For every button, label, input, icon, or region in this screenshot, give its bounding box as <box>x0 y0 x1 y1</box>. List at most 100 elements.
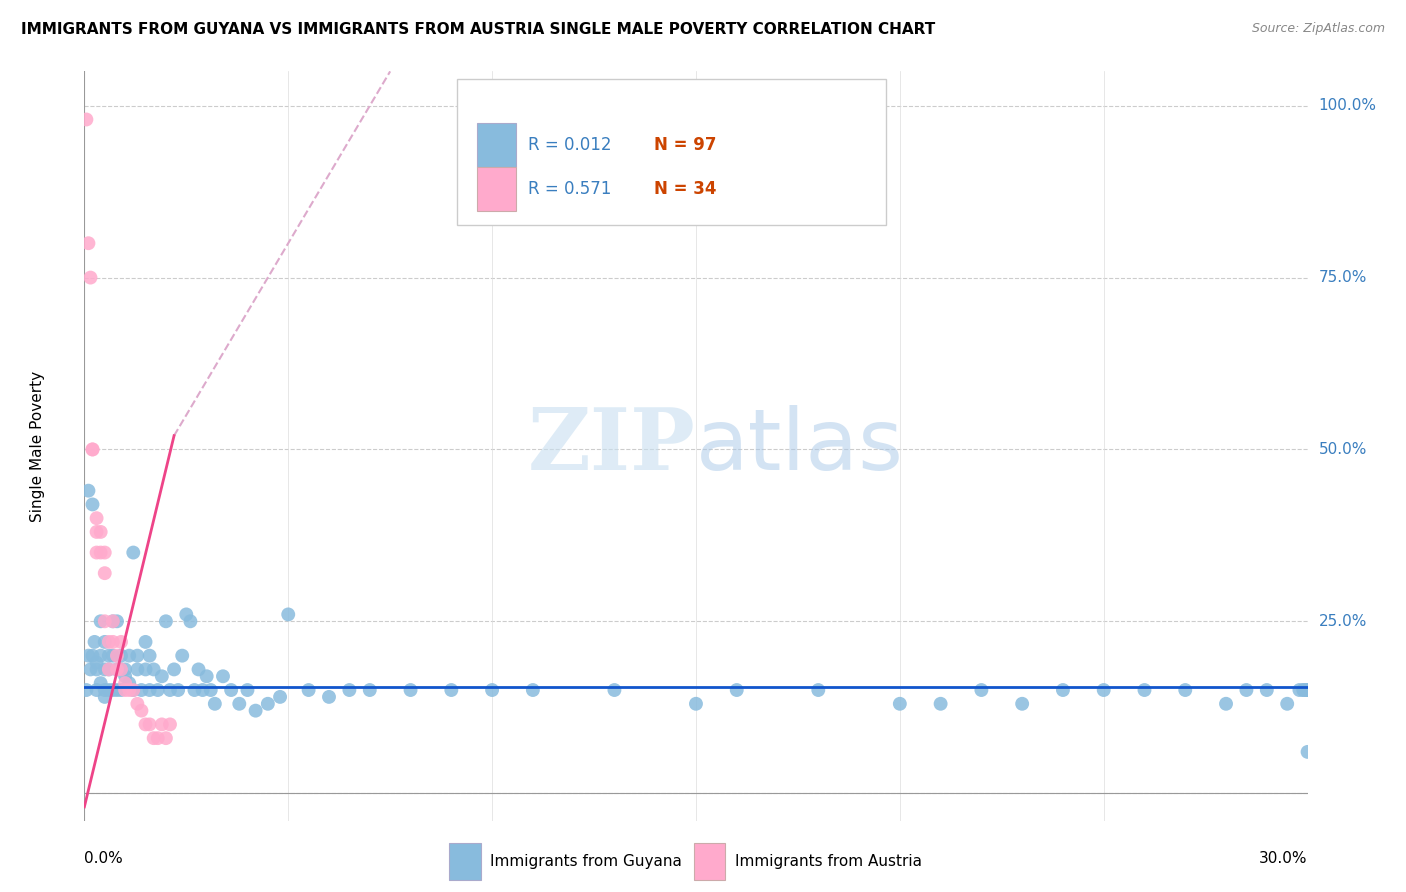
Point <box>93 690 115 704</box>
Point <box>83 635 105 649</box>
Point <box>75 683 97 698</box>
Point <box>970 683 993 698</box>
Text: Single Male Poverty: Single Male Poverty <box>31 370 45 522</box>
Point <box>212 669 235 683</box>
Point <box>359 683 381 698</box>
Point <box>114 676 136 690</box>
Point <box>155 615 177 629</box>
Text: R = 0.571: R = 0.571 <box>529 179 612 198</box>
Point <box>122 683 145 698</box>
Text: N = 97: N = 97 <box>654 136 717 154</box>
Point <box>228 697 250 711</box>
Point <box>1292 683 1315 698</box>
Point <box>90 524 112 539</box>
Point <box>1236 683 1258 698</box>
Point <box>135 717 157 731</box>
Point <box>440 683 463 698</box>
Point <box>82 442 104 457</box>
Point <box>481 683 503 698</box>
Point <box>105 662 128 676</box>
Point <box>135 662 157 676</box>
FancyBboxPatch shape <box>477 123 516 168</box>
Point <box>90 676 112 690</box>
Point <box>603 683 626 698</box>
Point <box>204 697 226 711</box>
Point <box>1174 683 1197 698</box>
Text: Immigrants from Austria: Immigrants from Austria <box>735 855 922 870</box>
Point <box>86 662 108 676</box>
Point <box>1296 683 1319 698</box>
Point <box>339 683 361 698</box>
Point <box>150 717 173 731</box>
Point <box>245 704 267 718</box>
Point <box>101 615 124 629</box>
Point <box>86 656 108 670</box>
Point <box>167 683 190 698</box>
Text: 25.0%: 25.0% <box>1319 614 1367 629</box>
Point <box>142 662 165 676</box>
Point <box>97 648 120 663</box>
Point <box>79 662 101 676</box>
Point <box>1296 683 1319 698</box>
Point <box>298 683 321 698</box>
Point <box>97 683 120 698</box>
Point <box>86 545 108 559</box>
Text: 75.0%: 75.0% <box>1319 270 1367 285</box>
Point <box>93 566 115 581</box>
Point <box>195 669 218 683</box>
Point <box>179 615 201 629</box>
Point <box>929 697 952 711</box>
Point <box>118 648 141 663</box>
Point <box>685 697 707 711</box>
Point <box>114 662 136 676</box>
Point <box>174 607 197 622</box>
Point <box>77 648 100 663</box>
Point <box>110 662 132 676</box>
Point <box>257 697 280 711</box>
FancyBboxPatch shape <box>477 167 516 211</box>
Point <box>1292 683 1315 698</box>
Point <box>1288 683 1310 698</box>
Text: Immigrants from Guyana: Immigrants from Guyana <box>491 855 682 870</box>
Text: N = 34: N = 34 <box>654 179 717 198</box>
Point <box>187 662 209 676</box>
Point <box>889 697 911 711</box>
Point <box>90 545 112 559</box>
Point <box>75 112 97 127</box>
Point <box>150 669 173 683</box>
Text: atlas: atlas <box>696 404 904 488</box>
Point <box>1277 697 1299 711</box>
Point <box>101 683 124 698</box>
Point <box>1052 683 1074 698</box>
Point <box>110 648 132 663</box>
Point <box>93 635 115 649</box>
Point <box>122 545 145 559</box>
Point <box>97 635 120 649</box>
Point <box>146 731 169 746</box>
Point <box>93 615 115 629</box>
Point <box>86 511 108 525</box>
Point <box>135 635 157 649</box>
Point <box>101 648 124 663</box>
Point <box>318 690 340 704</box>
Point <box>93 683 115 698</box>
Point <box>110 683 132 698</box>
Text: Source: ZipAtlas.com: Source: ZipAtlas.com <box>1251 22 1385 36</box>
Point <box>172 648 194 663</box>
Point <box>97 662 120 676</box>
Point <box>79 270 101 285</box>
Point <box>200 683 222 698</box>
Point <box>90 648 112 663</box>
FancyBboxPatch shape <box>449 844 481 880</box>
Point <box>114 669 136 683</box>
Point <box>1215 697 1237 711</box>
Text: 50.0%: 50.0% <box>1319 442 1367 457</box>
FancyBboxPatch shape <box>693 844 725 880</box>
Point <box>86 683 108 698</box>
Point <box>90 615 112 629</box>
Point <box>82 648 104 663</box>
Point <box>82 498 104 512</box>
Point <box>138 648 160 663</box>
Point <box>131 704 153 718</box>
Point <box>114 683 136 698</box>
